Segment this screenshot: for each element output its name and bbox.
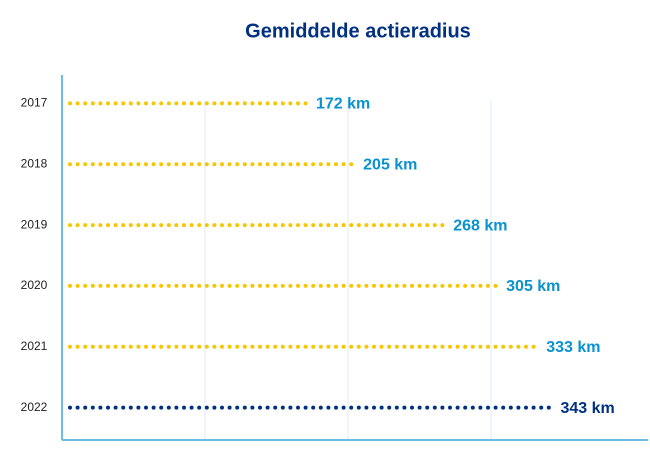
y-tick-label: 2017 xyxy=(21,96,48,110)
data-label: 172 km xyxy=(316,96,370,113)
y-tick-label: 2019 xyxy=(21,217,48,231)
data-label: 333 km xyxy=(546,339,600,356)
data-label: 268 km xyxy=(453,217,507,234)
y-tick-label: 2021 xyxy=(21,339,48,353)
chart-title: Gemiddelde actieradius xyxy=(245,20,471,42)
y-tick-label: 2020 xyxy=(21,278,48,292)
y-tick-label: 2022 xyxy=(21,400,48,414)
data-label: 205 km xyxy=(363,156,417,173)
data-label: 305 km xyxy=(506,278,560,295)
y-tick-label: 2018 xyxy=(21,156,48,170)
data-label: 343 km xyxy=(560,400,614,417)
